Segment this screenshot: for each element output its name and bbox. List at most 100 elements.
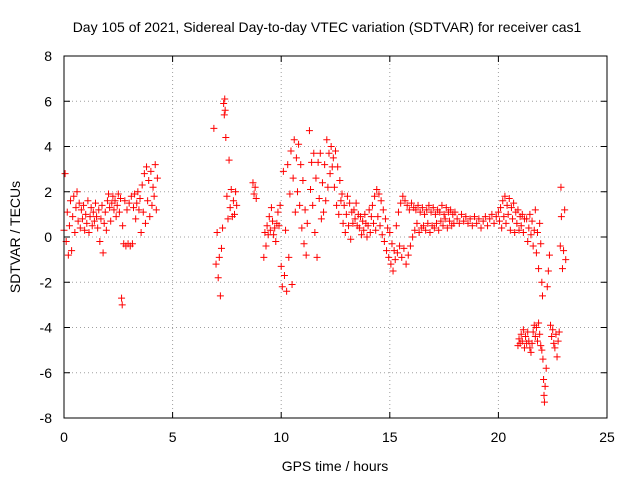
data-point — [317, 215, 325, 223]
data-point — [343, 192, 351, 200]
data-point — [216, 292, 224, 300]
data-point — [290, 136, 298, 144]
data-point — [61, 170, 69, 178]
data-point — [370, 219, 378, 227]
data-point — [495, 217, 503, 225]
data-point — [543, 283, 551, 291]
data-point — [455, 219, 463, 227]
data-point — [515, 226, 523, 234]
data-point — [384, 224, 392, 232]
data-point — [555, 328, 563, 336]
data-point — [385, 253, 393, 261]
data-point — [311, 228, 319, 236]
data-point — [404, 251, 412, 259]
data-point — [291, 208, 299, 216]
data-point — [340, 201, 348, 209]
data-point — [446, 217, 454, 225]
data-point — [510, 199, 518, 207]
data-point — [274, 208, 282, 216]
data-point — [468, 222, 476, 230]
data-point — [298, 224, 306, 232]
data-point — [87, 204, 95, 212]
data-point — [84, 197, 92, 205]
data-point — [76, 224, 84, 232]
data-point — [326, 170, 334, 178]
data-point — [293, 188, 301, 196]
data-point — [63, 208, 71, 216]
data-point — [227, 185, 235, 193]
data-point — [223, 192, 231, 200]
data-point — [518, 337, 526, 345]
data-point — [479, 217, 487, 225]
y-tick-label: -4 — [40, 320, 53, 336]
data-point — [263, 222, 271, 230]
data-point — [121, 197, 129, 205]
y-tick-label: 0 — [44, 229, 52, 245]
data-point — [265, 213, 273, 221]
data-point — [251, 183, 259, 191]
data-point — [349, 219, 357, 227]
data-point — [135, 206, 143, 214]
y-tick-label: 4 — [44, 139, 52, 155]
data-point — [413, 219, 421, 227]
data-point — [249, 179, 257, 187]
data-point — [318, 179, 326, 187]
data-point — [98, 201, 106, 209]
data-point — [529, 242, 537, 250]
data-point — [484, 222, 492, 230]
x-tick-label: 20 — [491, 429, 507, 445]
data-point — [333, 201, 341, 209]
data-point — [537, 342, 545, 350]
data-point — [528, 217, 536, 225]
data-point — [397, 199, 405, 207]
data-point — [283, 287, 291, 295]
data-point — [101, 208, 109, 216]
data-point — [118, 294, 126, 302]
data-point — [260, 253, 268, 261]
data-point — [302, 251, 310, 259]
data-point — [531, 333, 539, 341]
data-point — [535, 265, 543, 273]
data-point — [292, 154, 300, 162]
data-point — [279, 167, 287, 175]
data-point — [503, 201, 511, 209]
data-point — [408, 199, 416, 207]
data-point — [460, 217, 468, 225]
data-point — [88, 222, 96, 230]
x-axis-title: GPS time / hours — [282, 458, 389, 474]
data-point — [363, 233, 371, 241]
data-point — [473, 219, 481, 227]
y-tick-label: -6 — [40, 365, 53, 381]
data-point — [316, 149, 324, 157]
data-point — [406, 242, 414, 250]
data-point — [371, 192, 379, 200]
data-point — [119, 222, 127, 230]
data-point — [360, 226, 368, 234]
data-point — [367, 213, 375, 221]
data-point — [310, 149, 318, 157]
data-point — [424, 219, 432, 227]
data-point — [69, 213, 77, 221]
data-point — [429, 204, 437, 212]
data-point — [150, 192, 158, 200]
data-points — [60, 95, 570, 406]
data-point — [341, 228, 349, 236]
data-point — [528, 339, 536, 347]
data-point — [531, 206, 539, 214]
data-point — [499, 197, 507, 205]
data-point — [532, 249, 540, 257]
data-point — [517, 222, 525, 230]
data-point — [355, 224, 363, 232]
data-point — [519, 326, 527, 334]
data-point — [95, 206, 103, 214]
data-point — [372, 226, 380, 234]
data-point — [502, 219, 510, 227]
data-point — [221, 106, 229, 114]
data-point — [457, 210, 465, 218]
data-point — [526, 344, 534, 352]
data-point — [398, 253, 406, 261]
data-point — [419, 222, 427, 230]
data-point — [262, 242, 270, 250]
data-point — [65, 222, 73, 230]
data-point — [352, 199, 360, 207]
